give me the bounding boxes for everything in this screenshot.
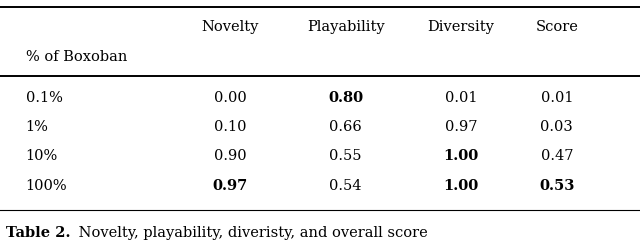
Text: 1.00: 1.00 — [443, 149, 479, 163]
Text: 0.10: 0.10 — [214, 120, 246, 134]
Text: 0.66: 0.66 — [329, 120, 362, 134]
Text: 0.1%: 0.1% — [26, 91, 63, 105]
Text: Score: Score — [536, 20, 578, 34]
Text: 0.54: 0.54 — [330, 179, 362, 192]
Text: 0.03: 0.03 — [540, 120, 573, 134]
Text: 0.80: 0.80 — [328, 91, 363, 105]
Text: Novelty, playability, diveristy, and overall score: Novelty, playability, diveristy, and ove… — [74, 226, 428, 240]
Text: 1%: 1% — [26, 120, 49, 134]
Text: 0.47: 0.47 — [541, 149, 573, 163]
Text: 0.00: 0.00 — [214, 91, 247, 105]
Text: 0.97: 0.97 — [445, 120, 477, 134]
Text: % of Boxoban: % of Boxoban — [26, 50, 127, 64]
Text: 1.00: 1.00 — [443, 179, 479, 192]
Text: Novelty: Novelty — [202, 20, 259, 34]
Text: Diversity: Diversity — [428, 20, 494, 34]
Text: Table 2.: Table 2. — [6, 226, 71, 240]
Text: 10%: 10% — [26, 149, 58, 163]
Text: 0.53: 0.53 — [539, 179, 575, 192]
Text: 0.01: 0.01 — [541, 91, 573, 105]
Text: 0.55: 0.55 — [330, 149, 362, 163]
Text: 0.01: 0.01 — [445, 91, 477, 105]
Text: 100%: 100% — [26, 179, 67, 192]
Text: 0.97: 0.97 — [212, 179, 248, 192]
Text: Playability: Playability — [307, 20, 385, 34]
Text: 0.90: 0.90 — [214, 149, 246, 163]
